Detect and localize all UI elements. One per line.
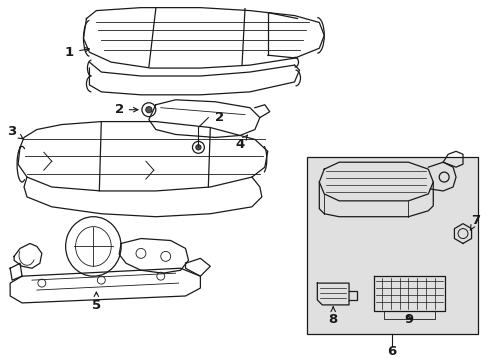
Bar: [307, 157, 477, 334]
Text: 2: 2: [215, 111, 224, 124]
Text: 9: 9: [403, 313, 412, 326]
Text: 1: 1: [65, 46, 89, 59]
Text: 5: 5: [92, 292, 101, 312]
Circle shape: [195, 145, 201, 150]
Text: 7: 7: [469, 214, 479, 230]
Text: 4: 4: [235, 135, 247, 151]
Text: 8: 8: [328, 307, 337, 326]
Circle shape: [145, 107, 152, 113]
Text: 3: 3: [7, 125, 23, 139]
Text: 2: 2: [114, 103, 138, 116]
Text: 6: 6: [386, 345, 395, 358]
